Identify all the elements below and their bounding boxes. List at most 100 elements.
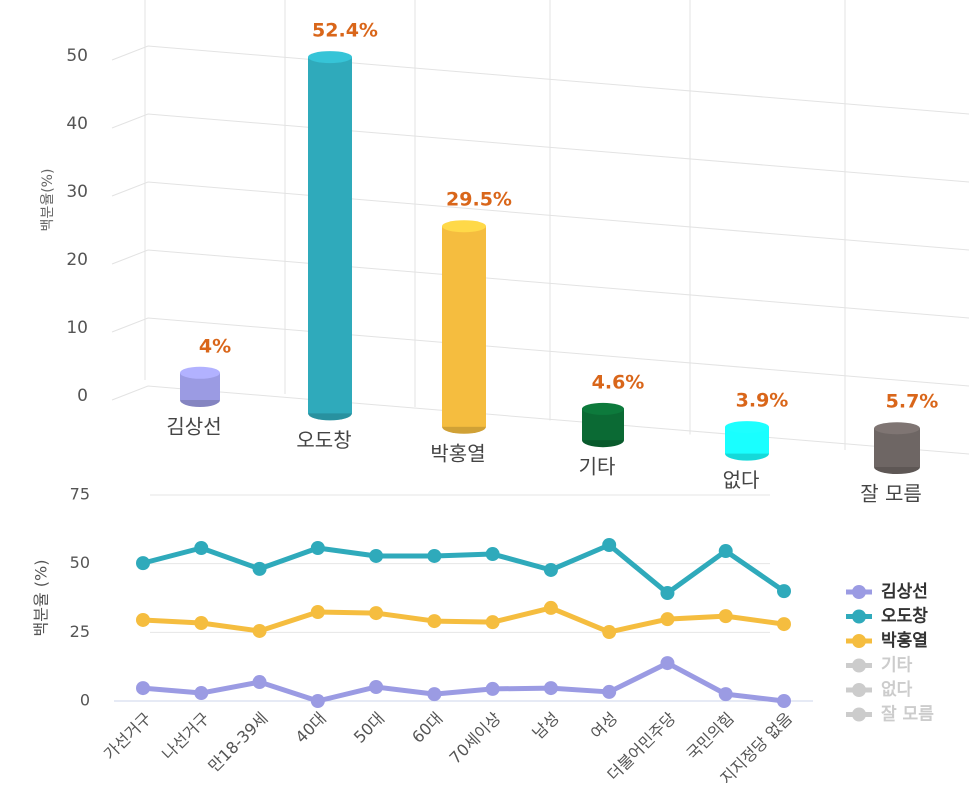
point bbox=[777, 584, 791, 599]
point bbox=[543, 562, 558, 577]
legend-label[interactable]: 오도창 bbox=[881, 607, 928, 627]
point bbox=[777, 617, 791, 632]
y-tick-label: 10 bbox=[66, 318, 88, 338]
point bbox=[485, 681, 500, 696]
point bbox=[602, 537, 617, 552]
point bbox=[485, 547, 500, 562]
grid-line bbox=[111, 45, 969, 115]
y-tick-label: 0 bbox=[80, 691, 90, 710]
legend-label[interactable]: 김상선 bbox=[881, 582, 928, 602]
x-tick-label: 박홍열 bbox=[430, 441, 485, 465]
y-tick-label: 75 bbox=[70, 485, 90, 504]
legend-marker bbox=[852, 609, 866, 624]
x-tick-label: 가선거구 bbox=[100, 709, 155, 764]
point bbox=[194, 686, 209, 701]
y-tick-label: 25 bbox=[70, 622, 90, 641]
point bbox=[369, 548, 384, 563]
series-line bbox=[142, 605, 785, 635]
point bbox=[485, 615, 500, 630]
point bbox=[602, 684, 617, 699]
value-label: 4.6% bbox=[592, 371, 645, 393]
x-tick-label: 없다 bbox=[723, 468, 760, 492]
point bbox=[718, 609, 733, 624]
point bbox=[369, 606, 384, 621]
y-axis-label: 백분율 (%) bbox=[32, 560, 51, 637]
legend-label[interactable]: 잘 모름 bbox=[881, 704, 934, 725]
bar-top bbox=[582, 402, 624, 415]
x-tick-label: 김상선 bbox=[166, 415, 221, 439]
value-label: 3.9% bbox=[736, 390, 789, 412]
point bbox=[252, 623, 267, 638]
grid-line bbox=[111, 317, 969, 387]
legend-marker bbox=[852, 683, 866, 697]
x-tick-label: 40대 bbox=[292, 709, 330, 747]
bar-top bbox=[180, 366, 220, 379]
x-tick-label: 잘 모름 bbox=[860, 482, 922, 506]
bar-top bbox=[874, 422, 920, 435]
legend-marker bbox=[852, 634, 866, 648]
legend-label[interactable]: 기타 bbox=[881, 656, 913, 676]
bar-top bbox=[725, 421, 769, 434]
legend-marker bbox=[852, 707, 866, 722]
legend-marker bbox=[852, 585, 866, 599]
series-line bbox=[142, 660, 785, 704]
y-tick-label: 30 bbox=[66, 182, 88, 202]
point bbox=[310, 605, 325, 620]
x-tick-label: 오도창 bbox=[296, 428, 351, 452]
point bbox=[427, 687, 442, 702]
value-label: 4% bbox=[199, 335, 231, 357]
grid-line bbox=[111, 181, 969, 251]
x-tick-label: 60대 bbox=[408, 709, 446, 747]
series-line bbox=[142, 542, 786, 596]
point bbox=[369, 679, 384, 694]
value-label: 5.7% bbox=[886, 391, 939, 413]
point bbox=[136, 681, 150, 696]
point bbox=[718, 544, 733, 559]
point bbox=[660, 612, 675, 627]
point bbox=[310, 694, 325, 708]
x-tick-label: 50대 bbox=[350, 709, 388, 747]
point bbox=[543, 600, 558, 615]
x-tick-label: 국민의힘 bbox=[683, 709, 738, 764]
value-label: 52.4% bbox=[312, 20, 378, 42]
grid-line bbox=[111, 113, 969, 183]
point bbox=[602, 625, 617, 640]
point bbox=[543, 681, 558, 696]
bar bbox=[874, 428, 920, 467]
x-tick-label: 70세이상 bbox=[446, 708, 505, 767]
point bbox=[252, 675, 267, 690]
point bbox=[136, 612, 150, 627]
point bbox=[136, 556, 150, 571]
point bbox=[427, 548, 442, 563]
x-tick-label: 여성 bbox=[587, 709, 621, 743]
y-tick-label: 0 bbox=[77, 386, 88, 406]
x-tick-label: 남성 bbox=[529, 709, 563, 743]
point bbox=[252, 561, 267, 576]
point bbox=[777, 694, 791, 708]
value-label: 29.5% bbox=[446, 189, 512, 211]
y-tick-label: 50 bbox=[66, 46, 88, 66]
x-tick-label: 나선거구 bbox=[158, 709, 213, 764]
bar bbox=[442, 226, 486, 427]
y-tick-label: 50 bbox=[70, 553, 90, 572]
point bbox=[660, 586, 675, 601]
point bbox=[194, 541, 209, 556]
x-tick-label: 기타 bbox=[579, 455, 616, 479]
legend-label[interactable]: 박홍열 bbox=[881, 630, 928, 651]
point bbox=[427, 614, 442, 629]
x-tick-label: 만18-39세 bbox=[204, 709, 271, 776]
point bbox=[660, 656, 675, 671]
legend-label[interactable]: 없다 bbox=[881, 680, 913, 700]
y-tick-label: 20 bbox=[66, 250, 88, 270]
bar bbox=[308, 57, 352, 414]
bar-top bbox=[442, 220, 486, 233]
point bbox=[310, 541, 325, 556]
grid-line bbox=[111, 249, 969, 319]
point bbox=[194, 615, 209, 630]
grid-line bbox=[111, 385, 969, 455]
point bbox=[718, 687, 733, 702]
bar-top bbox=[308, 51, 352, 64]
y-axis-label: 백분율(%) bbox=[40, 169, 56, 232]
y-tick-label: 40 bbox=[66, 114, 88, 134]
